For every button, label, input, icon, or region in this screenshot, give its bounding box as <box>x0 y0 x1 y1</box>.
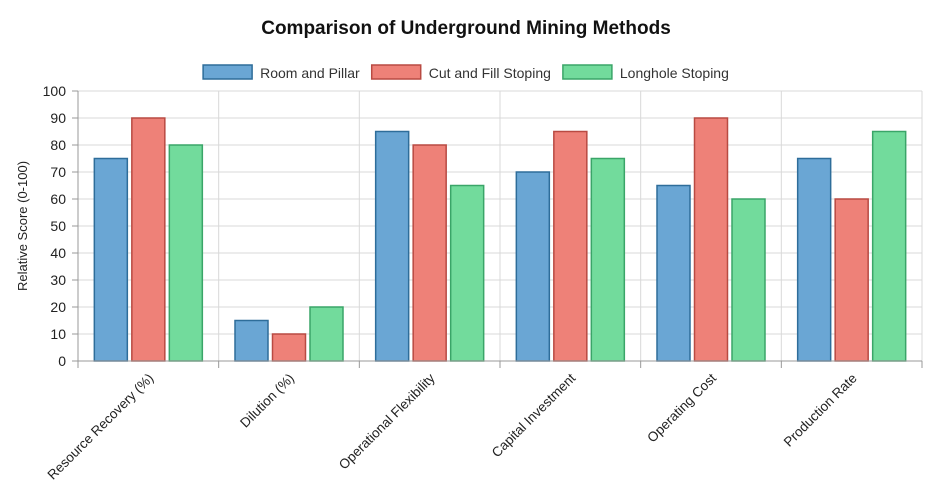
grid <box>77 90 923 362</box>
legend-swatch <box>202 64 253 80</box>
x-tick-label: Dilution (%) <box>237 371 297 431</box>
y-tick-label: 0 <box>58 353 66 369</box>
legend: Room and Pillar Cut and Fill Stoping Longh… <box>202 64 729 81</box>
y-tick-label: 30 <box>50 272 66 288</box>
legend-label: Room and Pillar <box>260 65 360 81</box>
bar-cut-and-fill-stoping-0 <box>131 117 166 362</box>
bar-room-and-pillar-4 <box>656 184 691 362</box>
bar-longhole-stoping-2 <box>449 184 485 362</box>
x-tick-label: Production Rate <box>781 371 860 450</box>
y-tick-label: 10 <box>50 326 66 342</box>
bar-longhole-stoping-3 <box>590 157 626 362</box>
bar-cut-and-fill-stoping-1 <box>271 333 307 362</box>
y-tick-label: 90 <box>50 110 66 126</box>
chart-title: Comparison of Underground Mining Methods <box>261 18 671 39</box>
bar-room-and-pillar-0 <box>93 157 129 362</box>
bar-room-and-pillar-5 <box>796 157 832 362</box>
bar-cut-and-fill-stoping-4 <box>693 117 729 362</box>
axes <box>72 90 923 368</box>
legend-item: Cut and Fill Stoping <box>370 64 551 81</box>
bar-longhole-stoping-0 <box>168 144 204 362</box>
y-axis-title: Relative Score (0-100) <box>15 161 30 291</box>
bar-room-and-pillar-1 <box>234 319 269 362</box>
legend-item: Longhole Stoping <box>562 64 729 81</box>
bar-cut-and-fill-stoping-3 <box>553 130 588 362</box>
bar-longhole-stoping-5 <box>871 130 907 362</box>
bar-room-and-pillar-3 <box>515 171 551 362</box>
legend-label: Longhole Stoping <box>620 65 729 81</box>
bar-longhole-stoping-4 <box>731 198 766 362</box>
legend-swatch <box>370 64 422 80</box>
x-tick-label: Operating Cost <box>644 370 719 445</box>
legend-swatch <box>562 64 613 80</box>
y-tick-label: 70 <box>50 164 66 180</box>
x-tick-label: Operational Flexibility <box>336 370 438 472</box>
y-tick-label: 50 <box>50 218 66 234</box>
legend-item: Room and Pillar <box>202 64 360 81</box>
bar-cut-and-fill-stoping-2 <box>412 144 447 362</box>
x-axis-labels: Resource Recovery (%) Dilution (%) Operati… <box>45 370 860 482</box>
y-tick-label: 100 <box>43 83 67 99</box>
bars <box>93 117 907 362</box>
bar-cut-and-fill-stoping-5 <box>834 198 869 362</box>
y-tick-label: 20 <box>50 299 66 315</box>
x-tick-label: Resource Recovery (%) <box>45 371 157 483</box>
y-tick-label: 80 <box>50 137 66 153</box>
y-tick-label: 40 <box>50 245 66 261</box>
y-axis-ticks: 0 10 20 30 40 50 60 70 80 90 100 <box>43 83 67 369</box>
bar-longhole-stoping-1 <box>309 306 344 362</box>
x-tick-label: Capital Investment <box>489 370 579 460</box>
bar-room-and-pillar-2 <box>374 130 410 362</box>
legend-label: Cut and Fill Stoping <box>429 65 551 81</box>
y-tick-label: 60 <box>50 191 66 207</box>
